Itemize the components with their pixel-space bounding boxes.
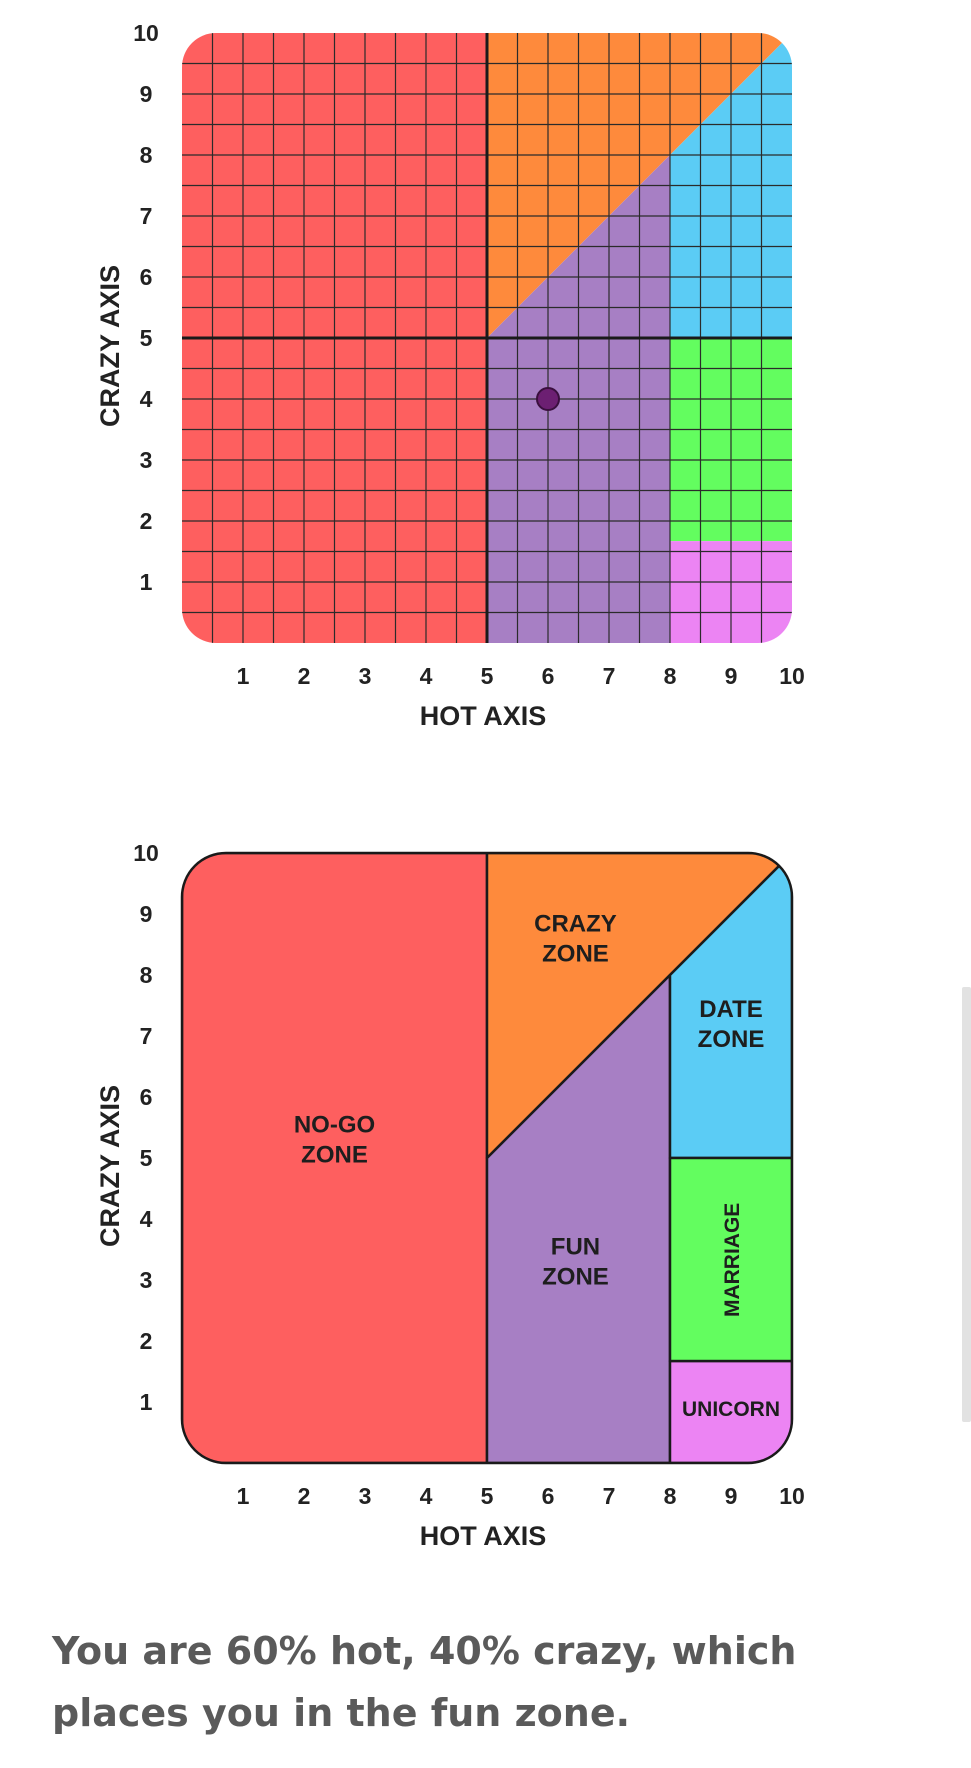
x-tick-label: 10 [779,1483,805,1509]
x-tick-label: 3 [359,663,372,689]
zone-chart-with-point: 1 2 3 4 5 6 7 8 9 10 1 2 3 4 5 6 7 8 9 10 HOT AXIS CRAZY AXIS [95,20,805,730]
y-tick-label: 4 [140,1206,153,1232]
y-axis-label: CRAZY AXIS [95,1085,125,1247]
y-tick-label: 9 [140,81,153,107]
y-tick-label: 8 [140,142,153,168]
zone-label-fun: FUN [551,1234,600,1261]
x-tick-label: 9 [725,663,738,689]
plot-border [180,851,794,1465]
x-tick-label: 2 [298,663,311,689]
x-tick-label: 9 [725,1483,738,1509]
y-tick-label: 4 [140,386,153,412]
x-tick-label: 7 [603,663,616,689]
y-tick-label: 10 [133,840,159,866]
x-tick-label: 7 [603,1483,616,1509]
position-marker [536,387,560,411]
x-tick-label: 5 [481,1483,494,1509]
x-tick-label: 1 [237,663,250,689]
y-axis-label: CRAZY AXIS [95,265,125,427]
y-tick-label: 1 [140,569,153,595]
zone-label-crazy: CRAZY [534,910,617,937]
zone-label-fun: ZONE [542,1264,609,1291]
y-tick-label: 3 [140,447,153,473]
y-tick-label: 6 [140,1084,153,1110]
y-tick-label: 5 [140,325,153,351]
y-tick-label: 2 [140,508,153,534]
x-tick-label: 2 [298,1483,311,1509]
zone-no-go [182,853,489,1463]
y-tick-label: 9 [140,901,153,927]
x-tick-label: 5 [481,663,494,689]
plot-area [182,853,792,1463]
y-tick-label: 2 [140,1328,153,1354]
x-tick-label: 4 [420,1483,433,1509]
result-text: You are 60% hot, 40% crazy, which places… [52,1629,797,1735]
scrollbar[interactable] [962,987,971,1422]
x-tick-label: 10 [779,663,805,689]
zone-label-no-go: ZONE [301,1142,368,1169]
zone-label-date: DATE [699,996,763,1023]
y-tick-label: 1 [140,1389,153,1415]
x-tick-label: 6 [542,1483,555,1509]
x-tick-label: 8 [664,1483,677,1509]
x-tick-label: 3 [359,1483,372,1509]
x-axis-label: HOT AXIS [420,1521,547,1550]
y-tick-label: 3 [140,1267,153,1293]
zone-unicorn [668,1359,792,1463]
x-tick-label: 4 [420,663,433,689]
zone-label-marriage: MARRIAGE [721,1203,744,1317]
x-tick-label: 1 [237,1483,250,1509]
zone-label-crazy: ZONE [542,940,609,967]
x-axis-label: HOT AXIS [420,701,547,730]
zone-label-date: ZONE [698,1026,765,1053]
y-tick-label: 5 [140,1145,153,1171]
plot-area [182,33,792,643]
y-tick-label: 6 [140,264,153,290]
zone-label-no-go: NO-GO [294,1112,375,1139]
zone-chart-labeled: NO-GO ZONE CRAZY ZONE FUN ZONE DATE ZONE MARRIAG… [95,840,805,1550]
y-tick-label: 7 [140,1023,153,1049]
x-tick-label: 8 [664,663,677,689]
x-tick-label: 6 [542,663,555,689]
y-tick-label: 10 [133,20,159,46]
y-tick-label: 7 [140,203,153,229]
y-tick-label: 8 [140,962,153,988]
zone-label-unicorn: UNICORN [682,1398,780,1421]
